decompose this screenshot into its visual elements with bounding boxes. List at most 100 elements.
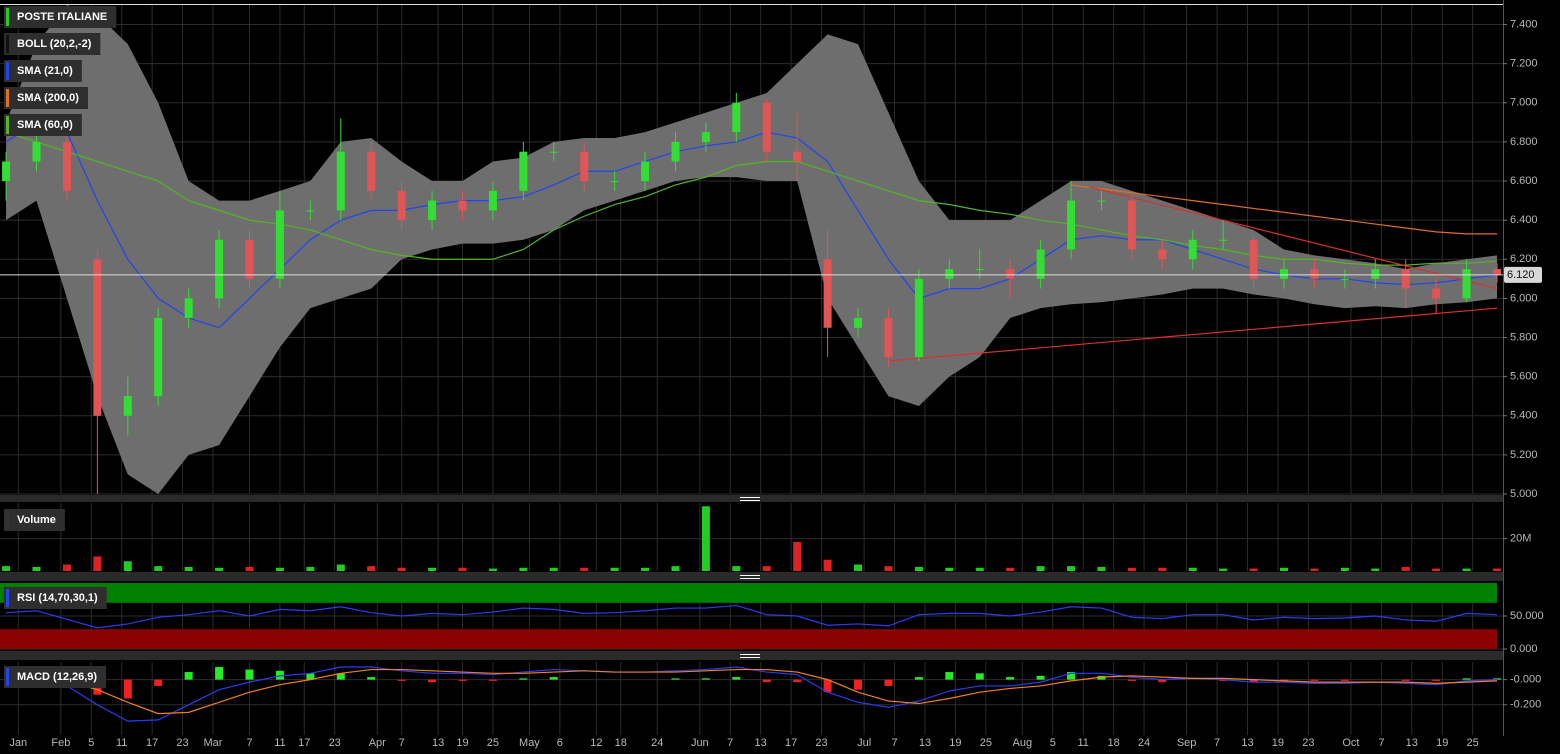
- candle-body: [245, 239, 254, 279]
- volume-bar: [154, 566, 163, 571]
- legend-label: SMA (60,0): [17, 119, 73, 131]
- candle-body: [1493, 269, 1501, 275]
- x-tick-label: 17: [146, 737, 158, 749]
- candle-body: [1188, 239, 1197, 260]
- candle-body: [367, 151, 376, 191]
- x-tick-label: 23: [329, 737, 341, 749]
- macd-histogram-bar: [762, 679, 771, 683]
- x-tick-label: 24: [1138, 737, 1150, 749]
- volume-bar: [701, 506, 710, 571]
- y-tick-label: 5.400: [1510, 410, 1538, 422]
- volume-bar: [1462, 568, 1471, 571]
- macd-histogram-bar: [549, 677, 558, 680]
- plot: [0, 5, 1503, 722]
- volume-bar: [1401, 566, 1410, 571]
- x-tick-label: 11: [1077, 737, 1088, 749]
- volume-bar: [1036, 566, 1045, 571]
- macd-histogram-bar: [671, 678, 680, 680]
- legend-label: RSI (14,70,30,1): [17, 592, 98, 604]
- macd-histogram-bar: [975, 673, 984, 680]
- macd-histogram-bar: [123, 679, 132, 699]
- y-tick-label: 7.400: [1510, 18, 1538, 30]
- splitter[interactable]: [0, 651, 1503, 660]
- splitter[interactable]: [0, 495, 1503, 502]
- macd-histogram-bar: [1249, 679, 1258, 683]
- macd-histogram-bar: [945, 672, 954, 680]
- legend-box: [4, 509, 65, 531]
- candle-body: [1158, 249, 1167, 260]
- macd-histogram-bar: [367, 677, 376, 680]
- candle-body: [519, 151, 528, 191]
- legend-swatch: [6, 116, 9, 134]
- candle-body: [793, 151, 802, 162]
- volume-bar: [275, 567, 284, 571]
- x-tick-label: 18: [1107, 737, 1119, 749]
- candle-body: [701, 132, 710, 142]
- y-tick-label: 6.200: [1510, 253, 1538, 265]
- volume-bar: [641, 567, 650, 571]
- candle-body: [215, 239, 224, 299]
- candle-body: [762, 102, 771, 152]
- x-tick-label: Jul: [857, 737, 871, 749]
- legend-item: RSI (14,70,30,1): [4, 587, 107, 609]
- x-tick-label: 17: [298, 737, 310, 749]
- volume-bar: [549, 567, 558, 571]
- legend-box: [4, 6, 117, 28]
- x-tick-label: 13: [1406, 737, 1418, 749]
- volume-bar: [1493, 568, 1501, 571]
- y-tick-label: 6.600: [1510, 175, 1538, 187]
- volume-bar: [823, 559, 832, 571]
- macd-histogram-bar: [1493, 678, 1501, 680]
- splitter[interactable]: [0, 572, 1503, 581]
- volume-bar: [1067, 566, 1076, 571]
- splitter-handles: [740, 497, 760, 658]
- y-tick-label: 5.600: [1510, 371, 1538, 383]
- volume-bar: [62, 564, 71, 571]
- macd-histogram-bar: [336, 673, 345, 680]
- macd-histogram-bar: [184, 672, 193, 680]
- volume-bar: [1006, 567, 1015, 571]
- y-tick-label: 7.200: [1510, 58, 1538, 70]
- volume-bar: [1310, 568, 1319, 571]
- volume-bar: [336, 564, 345, 571]
- macd-histogram-bar: [275, 670, 284, 680]
- trend-line: [888, 307, 1498, 362]
- legend-label: MACD (12,26,9): [17, 671, 97, 683]
- volume-bar: [1219, 568, 1228, 571]
- x-tick-label: 18: [615, 737, 627, 749]
- macd-histogram-bar: [1462, 678, 1471, 680]
- y-tick-label: -0.000: [1510, 674, 1541, 686]
- volume-bar: [1280, 567, 1289, 571]
- candle-body: [1401, 269, 1410, 289]
- candle-body: [1067, 200, 1076, 250]
- candle-body: [306, 210, 315, 212]
- x-tick-label: 13: [1241, 737, 1253, 749]
- legend-item: MACD (12,26,9): [4, 666, 107, 688]
- macd-histogram-bar: [823, 679, 832, 693]
- legend-swatch: [6, 35, 9, 53]
- macd-histogram-bar: [458, 679, 467, 681]
- y-tick-label: 5.200: [1510, 449, 1538, 461]
- candle-body: [823, 259, 832, 328]
- volume-bar: [671, 566, 680, 571]
- x-tick-label: 25: [980, 737, 992, 749]
- volume-bar: [306, 566, 315, 571]
- volume-bar: [1188, 567, 1197, 571]
- candle-body: [1219, 239, 1228, 241]
- legend-label: SMA (200,0): [17, 92, 79, 104]
- x-tick-label: Jun: [691, 737, 709, 749]
- volume-bar: [245, 566, 254, 571]
- legend-label: BOLL (20,2,-2): [17, 38, 92, 50]
- volume-bar: [367, 566, 376, 571]
- x-tick-label: Apr: [369, 737, 386, 749]
- candle-body: [428, 200, 437, 221]
- candle-body: [93, 259, 102, 416]
- macd-histogram-bar: [1280, 679, 1289, 681]
- x-tick-label: 7: [246, 737, 252, 749]
- macd-histogram-bar: [488, 679, 497, 681]
- x-tick-label: 5: [1050, 737, 1056, 749]
- x-tick-label: 13: [432, 737, 444, 749]
- y-tick-label: 7.000: [1510, 97, 1538, 109]
- macd-histogram-bar: [914, 677, 923, 680]
